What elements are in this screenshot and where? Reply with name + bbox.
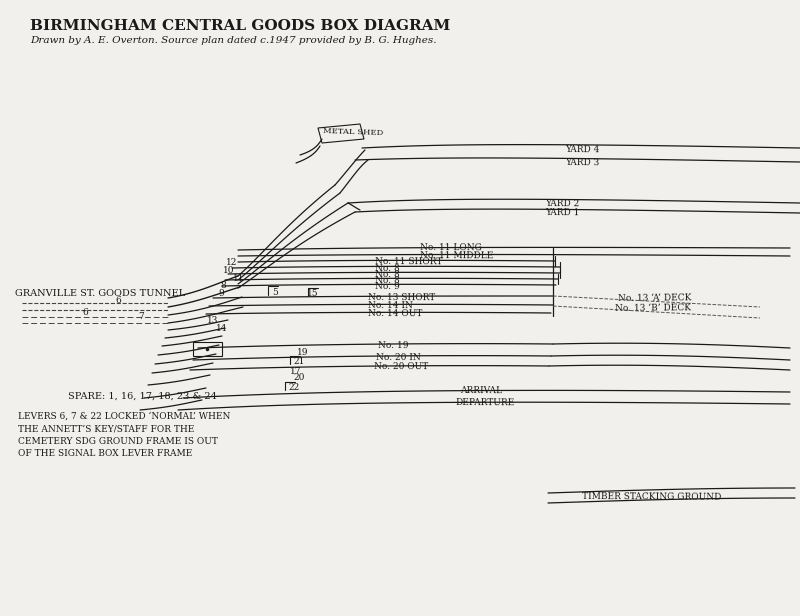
Text: No. 19: No. 19 — [378, 341, 409, 351]
Text: No. 8: No. 8 — [375, 264, 400, 274]
Text: No. 9: No. 9 — [375, 282, 400, 291]
Text: Drawn by A. E. Overton. Source plan dated c.1947 provided by B. G. Hughes.: Drawn by A. E. Overton. Source plan date… — [30, 36, 437, 44]
Text: 9: 9 — [218, 288, 224, 298]
Text: DEPARTURE: DEPARTURE — [455, 399, 514, 408]
Text: SPARE: 1, 16, 17, 18, 23 & 24: SPARE: 1, 16, 17, 18, 23 & 24 — [68, 392, 217, 400]
Text: No. 11 MIDDLE: No. 11 MIDDLE — [420, 251, 494, 261]
Text: No. 20 OUT: No. 20 OUT — [374, 362, 428, 371]
Text: 11: 11 — [233, 274, 245, 283]
Text: No. 13 SHORT: No. 13 SHORT — [368, 293, 435, 302]
Text: No. 14 IN: No. 14 IN — [368, 301, 413, 310]
Text: 12: 12 — [226, 257, 238, 267]
Text: 21: 21 — [293, 357, 304, 367]
Text: 19: 19 — [297, 347, 309, 357]
Text: YARD 1: YARD 1 — [545, 208, 579, 217]
Text: BIRMINGHAM CENTRAL GOODS BOX DIAGRAM: BIRMINGHAM CENTRAL GOODS BOX DIAGRAM — [30, 19, 450, 33]
Text: 14: 14 — [216, 323, 227, 333]
Text: GRANVILLE ST. GOODS TUNNEL: GRANVILLE ST. GOODS TUNNEL — [15, 288, 186, 298]
Text: LEVERS 6, 7 & 22 LOCKED ‘NORMAL’ WHEN
THE ANNETT’S KEY/STAFF FOR THE
CEMETERY SD: LEVERS 6, 7 & 22 LOCKED ‘NORMAL’ WHEN TH… — [18, 412, 230, 458]
Text: 22: 22 — [288, 384, 299, 392]
Text: No. 13 ‘A’ DECK: No. 13 ‘A’ DECK — [618, 293, 691, 303]
Text: No. 8: No. 8 — [375, 270, 400, 280]
Text: 13: 13 — [207, 315, 218, 325]
Text: No. 13 ‘B’ DECK: No. 13 ‘B’ DECK — [615, 303, 691, 313]
Text: No. 11 SHORT: No. 11 SHORT — [375, 257, 442, 267]
Text: 5: 5 — [272, 288, 278, 296]
Text: METAL SHED: METAL SHED — [323, 127, 383, 137]
Text: YARD 3: YARD 3 — [565, 158, 599, 168]
Text: 6: 6 — [82, 307, 88, 317]
Text: TIMBER STACKING GROUND: TIMBER STACKING GROUND — [582, 492, 722, 502]
Text: 17: 17 — [290, 368, 302, 376]
Text: ARRIVAL: ARRIVAL — [460, 386, 502, 395]
Text: YARD 4: YARD 4 — [565, 145, 599, 155]
Text: No. 11 LONG: No. 11 LONG — [420, 243, 482, 253]
Text: No. 14 OUT: No. 14 OUT — [368, 309, 422, 318]
Text: 7: 7 — [138, 312, 144, 320]
Text: 15: 15 — [307, 288, 318, 298]
Text: No. 20 IN: No. 20 IN — [376, 354, 421, 363]
Text: No. 8: No. 8 — [375, 277, 400, 286]
Text: 8: 8 — [220, 280, 226, 290]
Text: 10: 10 — [223, 265, 234, 275]
Text: 6: 6 — [115, 296, 121, 304]
Text: 20: 20 — [293, 373, 304, 383]
Text: YARD 2: YARD 2 — [545, 200, 579, 209]
